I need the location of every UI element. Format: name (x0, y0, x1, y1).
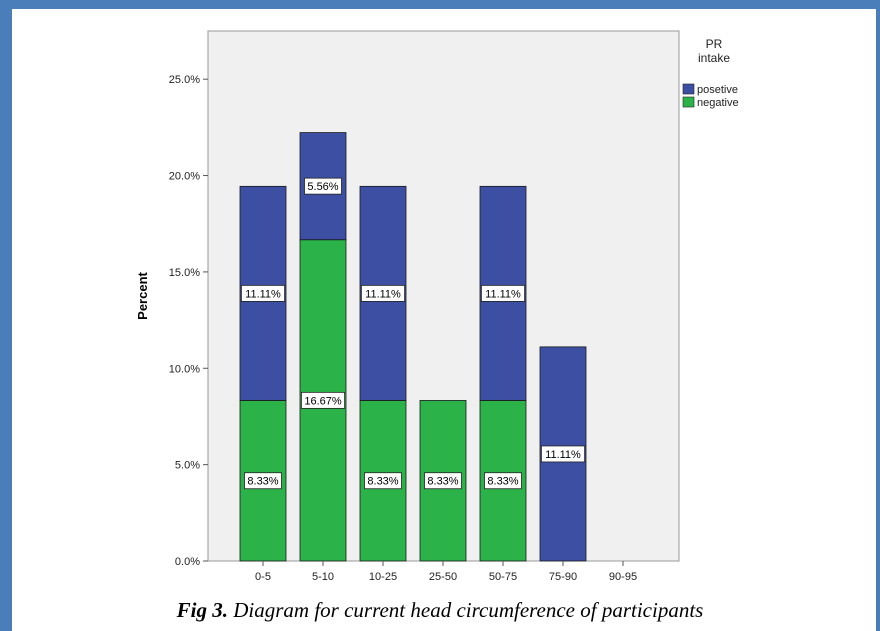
data-label-box (240, 284, 285, 302)
y-tick-label: 5.0% (175, 460, 200, 472)
data-label: 8.33% (427, 476, 458, 488)
frame-border-right (876, 0, 880, 631)
bar-chart: 0.0% 5.0% 10.0% 15.0% 20.0% 25.0% 8.33% 11.11%… (135, 30, 739, 583)
x-tick-label: 75-90 (549, 571, 577, 583)
data-label-box (304, 177, 342, 195)
data-label-box (484, 472, 522, 490)
legend-swatch-negative (682, 96, 695, 108)
y-axis-title: Percent (135, 271, 150, 319)
y-axis: 0.0% 5.0% 10.0% 15.0% 20.0% 25.0% (169, 74, 208, 568)
x-axis: 0-5 5-10 10-25 25-50 50-75 75-90 90-95 (255, 561, 637, 583)
legend-label-negative: negative (697, 97, 739, 109)
legend-title: PR intake (698, 37, 730, 65)
data-label-box (480, 284, 525, 302)
frame-border-top (0, 0, 880, 9)
x-tick-label: 50-75 (489, 571, 517, 583)
data-label: 8.33% (487, 476, 518, 488)
data-label-box (360, 284, 405, 302)
frame-border-left (0, 0, 12, 631)
data-label: 11.11% (485, 288, 521, 300)
y-tick-label: 0.0% (175, 556, 200, 568)
x-tick-label: 90-95 (609, 571, 637, 583)
y-tick-label: 20.0% (169, 171, 200, 183)
data-label: 8.33% (367, 476, 398, 488)
y-tick-label: 10.0% (169, 363, 200, 375)
figure-caption-label: Fig 3. (176, 598, 228, 622)
legend-label-posetive: posetive (697, 84, 738, 96)
x-tick-label: 5-10 (312, 571, 334, 583)
data-label: 11.11% (545, 449, 581, 461)
data-label: 5.56% (307, 181, 338, 193)
data-label-box (300, 391, 345, 409)
data-label-box (364, 472, 402, 490)
data-label-box (541, 445, 586, 463)
x-tick-label: 25-50 (429, 571, 457, 583)
data-label: 11.11% (365, 288, 401, 300)
y-tick-label: 25.0% (169, 74, 200, 86)
data-label-box (424, 472, 462, 490)
y-tick-label: 15.0% (169, 267, 200, 279)
x-tick-label: 0-5 (255, 571, 271, 583)
x-tick-label: 10-25 (369, 571, 397, 583)
data-label: 11.11% (245, 288, 281, 300)
legend-swatch-posetive (682, 83, 695, 95)
figure-caption-text: Diagram for current head circumference o… (233, 598, 704, 622)
data-label: 8.33% (247, 476, 278, 488)
figure-caption: Fig 3. Diagram for current head circumfe… (0, 598, 880, 623)
data-label-box (244, 472, 282, 490)
data-label: 16.67% (304, 395, 342, 407)
data-labels: 8.33% 11.11% 16.67% 5.56% 8.33% 11.11% 8.33% 8.… (240, 177, 586, 490)
